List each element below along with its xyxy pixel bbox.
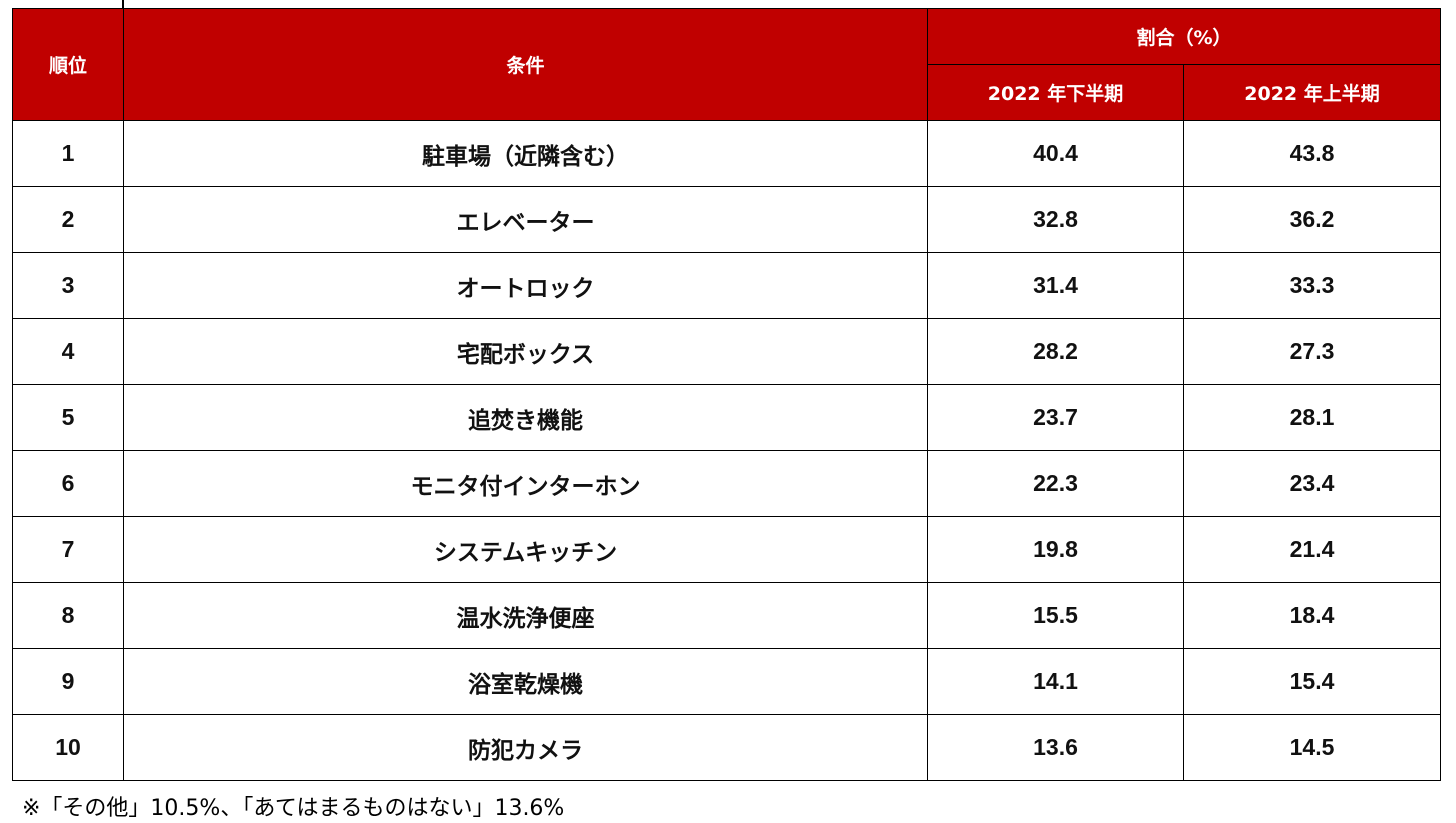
value-2022-h2-cell: 13.6 — [927, 714, 1184, 781]
table-row: 3 オートロック 31.4 33.3 — [12, 252, 1442, 319]
table-row: 1 駐車場（近隣含む） 40.4 43.8 — [12, 120, 1442, 187]
rank-cell: 8 — [12, 582, 124, 649]
header-condition: 条件 — [123, 8, 928, 121]
condition-cell: 駐車場（近隣含む） — [123, 120, 928, 187]
table-row: 10 防犯カメラ 13.6 14.5 — [12, 714, 1442, 781]
value-2022-h1-cell: 15.4 — [1182, 648, 1442, 715]
value-2022-h2-cell: 19.8 — [927, 516, 1184, 583]
condition-cell: エレベーター — [123, 186, 928, 253]
value-2022-h2-cell: 14.1 — [927, 648, 1184, 715]
rank-cell: 2 — [12, 186, 124, 253]
table-row: 7 システムキッチン 19.8 21.4 — [12, 516, 1442, 583]
ranking-table: 順位 条件 割合（%） 2022 年下半期 2022 年上半期 1 駐車場（近隣含… — [12, 8, 1442, 781]
condition-cell: オートロック — [123, 252, 928, 319]
condition-cell: 温水洗浄便座 — [123, 582, 928, 649]
value-2022-h2-cell: 23.7 — [927, 384, 1184, 451]
value-2022-h2-cell: 31.4 — [927, 252, 1184, 319]
table-row: 2 エレベーター 32.8 36.2 — [12, 186, 1442, 253]
value-2022-h2-cell: 28.2 — [927, 318, 1184, 385]
condition-cell: 浴室乾燥機 — [123, 648, 928, 715]
condition-cell: 宅配ボックス — [123, 318, 928, 385]
header-rank: 順位 — [12, 8, 124, 121]
table-row: 4 宅配ボックス 28.2 27.3 — [12, 318, 1442, 385]
divider — [122, 0, 124, 8]
header-period-2022-h2: 2022 年下半期 — [927, 64, 1184, 121]
table-row: 9 浴室乾燥機 14.1 15.4 — [12, 648, 1442, 715]
condition-cell: システムキッチン — [123, 516, 928, 583]
value-2022-h2-cell: 15.5 — [927, 582, 1184, 649]
value-2022-h1-cell: 33.3 — [1182, 252, 1442, 319]
value-2022-h1-cell: 28.1 — [1182, 384, 1442, 451]
header-ratio: 割合（%） — [926, 8, 1442, 65]
rank-cell: 1 — [12, 120, 124, 187]
value-2022-h2-cell: 32.8 — [927, 186, 1184, 253]
rank-cell: 4 — [12, 318, 124, 385]
value-2022-h1-cell: 27.3 — [1182, 318, 1442, 385]
value-2022-h1-cell: 23.4 — [1182, 450, 1442, 517]
condition-cell: モニタ付インターホン — [123, 450, 928, 517]
table-row: 6 モニタ付インターホン 22.3 23.4 — [12, 450, 1442, 517]
rank-cell: 6 — [12, 450, 124, 517]
rank-cell: 10 — [12, 714, 124, 781]
rank-cell: 3 — [12, 252, 124, 319]
value-2022-h1-cell: 21.4 — [1182, 516, 1442, 583]
header-period-2022-h1: 2022 年上半期 — [1182, 64, 1442, 121]
table-row: 8 温水洗浄便座 15.5 18.4 — [12, 582, 1442, 649]
value-2022-h2-cell: 40.4 — [927, 120, 1184, 187]
value-2022-h1-cell: 43.8 — [1182, 120, 1442, 187]
value-2022-h1-cell: 14.5 — [1182, 714, 1442, 781]
rank-cell: 9 — [12, 648, 124, 715]
value-2022-h1-cell: 18.4 — [1182, 582, 1442, 649]
rank-cell: 7 — [12, 516, 124, 583]
table-row: 5 追焚き機能 23.7 28.1 — [12, 384, 1442, 451]
footnote: ※「その他」10.5%、「あてはまるものはない」13.6% — [22, 796, 565, 821]
value-2022-h2-cell: 22.3 — [927, 450, 1184, 517]
condition-cell: 防犯カメラ — [123, 714, 928, 781]
rank-cell: 5 — [12, 384, 124, 451]
condition-cell: 追焚き機能 — [123, 384, 928, 451]
value-2022-h1-cell: 36.2 — [1182, 186, 1442, 253]
